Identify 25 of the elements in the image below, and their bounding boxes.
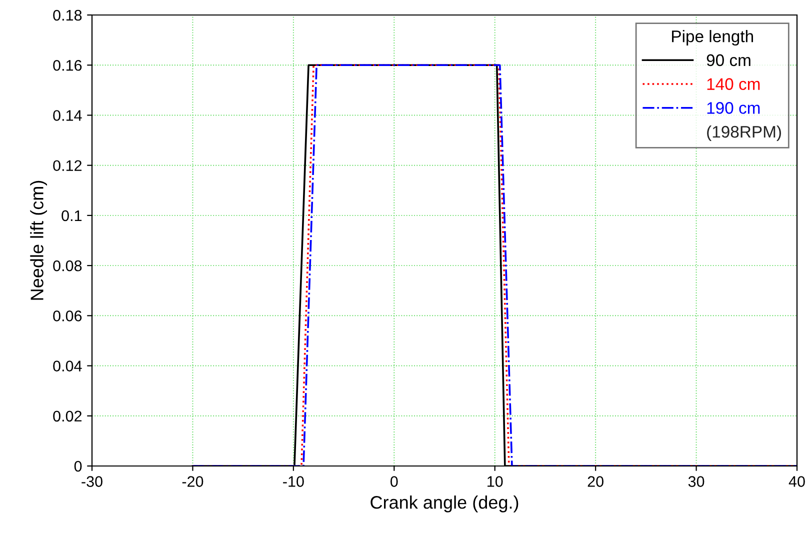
y-tick-label: 0.02 [53, 410, 82, 422]
y-tick-label: 0.06 [53, 310, 82, 322]
y-tick-label: 0.18 [53, 10, 82, 21]
x-tick-label: -20 [182, 476, 204, 487]
legend-label: 140 cm [707, 78, 760, 90]
y-tick-label: 0.1 [62, 210, 82, 222]
legend-title: Pipe length [672, 30, 753, 46]
y-tick-label: 0.04 [53, 360, 82, 372]
y-tick-label: 0.08 [53, 260, 82, 272]
annotation: (198RPM) [707, 125, 781, 142]
x-tick-label: 20 [588, 476, 604, 487]
y-tick-label: 0.14 [53, 110, 82, 121]
x-tick-label: -10 [283, 476, 304, 487]
legend-label: 90 cm [706, 54, 750, 66]
x-axis-title: Crank angle (deg.) [370, 496, 518, 512]
legend-label: 190 cm [707, 102, 760, 114]
x-tick-label: 30 [688, 476, 704, 487]
y-tick-label: 0.16 [53, 60, 82, 71]
x-tick-label: 40 [788, 476, 805, 487]
y-tick-label: 0 [74, 460, 82, 472]
y-tick-label: 0.12 [53, 160, 82, 172]
x-tick-label: 10 [488, 476, 503, 487]
x-tick-label: -30 [82, 476, 102, 487]
x-tick-label: 0 [390, 476, 398, 487]
y-axis-title: Needle lift (cm) [30, 180, 47, 300]
